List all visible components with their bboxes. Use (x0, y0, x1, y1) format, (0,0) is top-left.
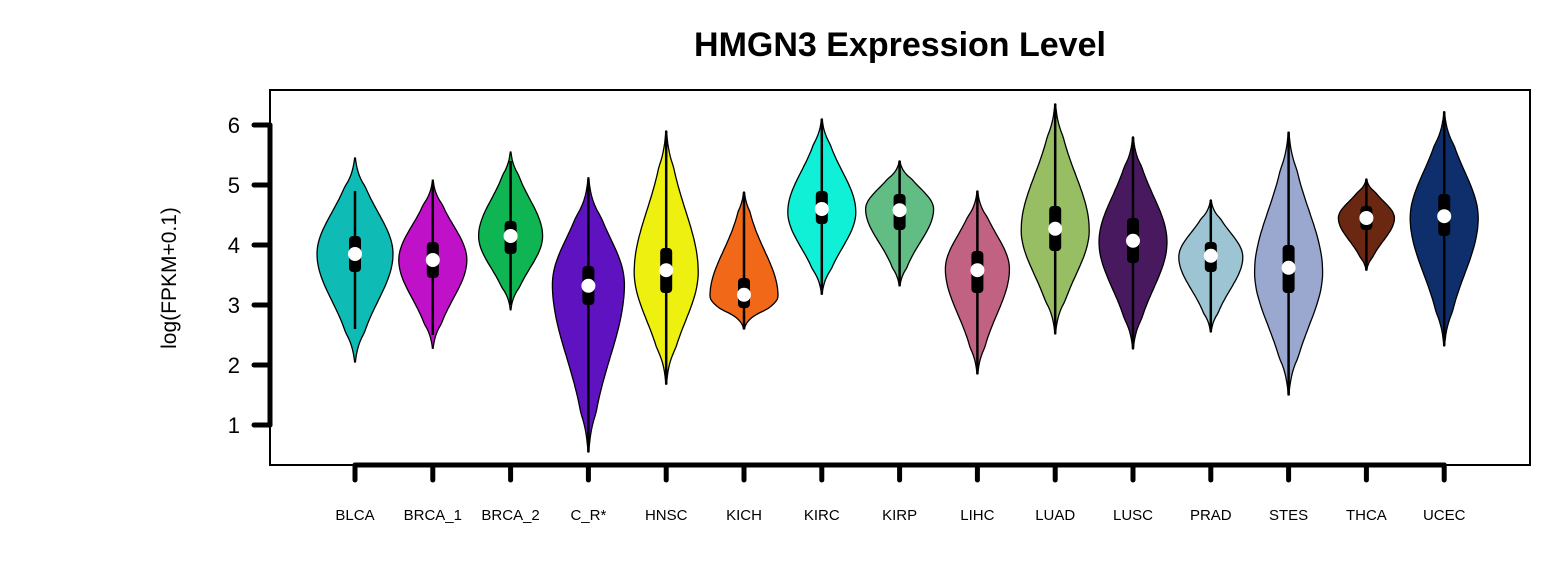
y-tick-label: 2 (228, 353, 240, 378)
y-axis: 1 2 3 4 5 6 (228, 113, 273, 438)
violin-lihc (944, 190, 1011, 375)
x-tick-label: LUAD (1035, 507, 1075, 524)
violin-median-point (425, 253, 440, 267)
x-tick-label: C_R* (570, 507, 606, 524)
violin-luad (1020, 103, 1090, 335)
violin-brca-1 (398, 179, 468, 349)
violin-median-point (581, 278, 596, 293)
violin-median-point (1126, 233, 1140, 248)
y-tick-label: 3 (228, 293, 240, 318)
violin-median-point (737, 287, 751, 302)
violin-median-point (1203, 248, 1218, 263)
violin-stes (1253, 131, 1324, 396)
x-tick-label: HNSC (645, 507, 688, 524)
violin-median-point (970, 263, 985, 278)
violin-c-r- (551, 177, 626, 453)
violin-median-point (1281, 260, 1296, 275)
violin-median-point (1437, 209, 1452, 224)
violin-median-point (503, 229, 518, 243)
x-tick-label: PRAD (1190, 507, 1232, 524)
violin-brca-2 (477, 151, 544, 311)
x-tick-label: THCA (1346, 507, 1387, 524)
violin-thca (1337, 178, 1396, 271)
x-tick-label: KICH (726, 507, 762, 524)
violin-blca (316, 157, 394, 363)
x-tick-label: KIRC (804, 507, 840, 524)
chart-title: HMGN3 Expression Level (694, 26, 1106, 64)
y-tick-label: 5 (228, 173, 240, 198)
y-tick-label: 1 (228, 413, 240, 438)
violins (316, 103, 1479, 453)
violin-prad (1178, 199, 1244, 333)
violin-ucec (1409, 111, 1479, 347)
x-tick-label: KIRP (882, 507, 917, 524)
violin-hnsc (633, 130, 699, 385)
y-axis-label: log(FPKM+0.1) (158, 207, 181, 349)
x-tick-label: LUSC (1113, 507, 1153, 524)
x-tick-label: UCEC (1423, 507, 1466, 524)
violin-kirp (864, 160, 935, 287)
y-tick-label: 4 (228, 233, 240, 258)
violin-median-point (1359, 211, 1374, 225)
violin-kich (709, 191, 779, 330)
violin-kirc (787, 118, 857, 295)
violin-median-point (892, 203, 907, 218)
violin-median-point (348, 247, 362, 261)
y-tick-label: 6 (228, 113, 240, 138)
violin-median-point (659, 263, 674, 278)
x-tick-label: LIHC (960, 507, 994, 524)
x-tick-label: BRCA_2 (481, 507, 539, 524)
violin-median-point (814, 202, 829, 216)
x-tick-label: BLCA (335, 507, 374, 524)
violin-lusc (1098, 136, 1168, 350)
x-axis: BLCA BRCA_1 BRCA_2 C_R* HNSC KICH KIRC KIRP LIHC… (335, 462, 1466, 524)
x-tick-label: BRCA_1 (404, 507, 462, 524)
x-tick-label: STES (1269, 507, 1308, 524)
violin-median-point (1048, 221, 1063, 236)
